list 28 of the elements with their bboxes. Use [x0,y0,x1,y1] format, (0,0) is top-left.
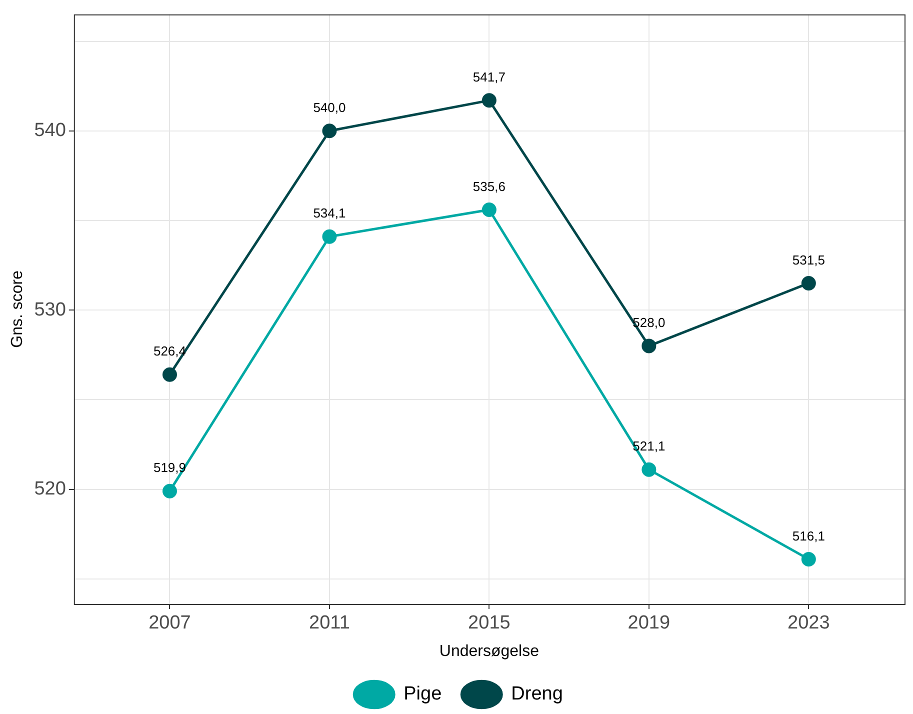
point [482,93,496,108]
x-tick-label: 2023 [788,612,830,634]
point [482,202,496,217]
point [801,276,816,290]
data-label: 541,7 [472,70,506,84]
x-tick-label: 2015 [468,612,510,634]
legend-label: Pige [404,684,442,705]
point [162,367,177,382]
data-label: 531,5 [792,252,825,268]
x-axis-title: Undersøgelse [439,642,540,660]
x-tick-label: 2007 [148,612,191,634]
legend-label: Dreng [511,684,563,705]
y-tick-label: 520 [34,478,66,500]
y-axis-title: Gns. score [9,270,26,348]
point [162,484,177,498]
point [642,338,656,354]
data-label: 535,6 [472,178,506,194]
y-tick-label: 540 [34,120,66,142]
data-label: 534,1 [313,206,346,221]
point [322,229,337,244]
point [801,552,816,566]
y-tick-label: 530 [34,299,66,320]
data-label: 516,1 [792,528,825,544]
point [642,462,656,477]
x-tick-label: 2019 [628,612,670,634]
point [322,124,337,138]
x-tick-label: 2011 [309,612,350,634]
data-label: 540,0 [313,100,346,115]
